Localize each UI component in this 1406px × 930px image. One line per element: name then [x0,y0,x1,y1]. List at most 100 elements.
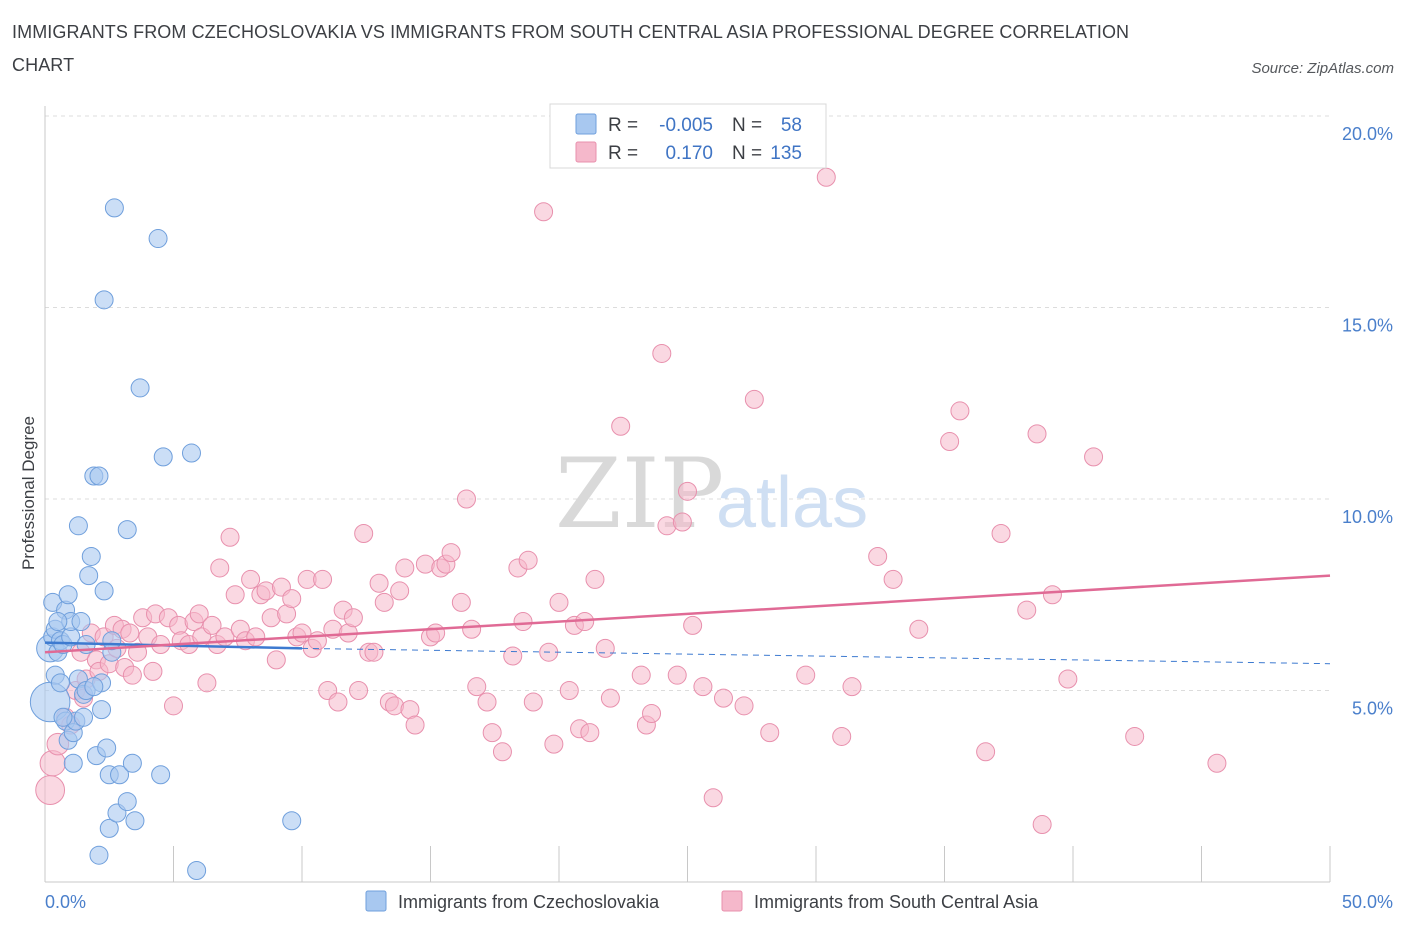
pink-point-121 [760,723,780,743]
bottom-legend: Immigrants from Czechoslovakia Immigrant… [365,890,1039,912]
pink-point-83 [456,489,476,509]
pink-point-93 [523,692,543,712]
pink-point-69 [374,592,394,612]
pink-point-139 [909,619,929,639]
x-tick-labels: 0.0% 50.0% [45,892,1393,912]
pink-point-86 [477,692,497,712]
pink-point-125 [940,432,960,452]
pink-point-39 [220,527,240,547]
legend-n-label-pink: N = [732,143,762,164]
blue-point-8 [50,673,70,693]
pink-point-88 [492,742,512,762]
pink-point-82 [451,592,471,612]
blue-point-26 [81,546,101,566]
pink-point-112 [667,665,687,685]
pink-point-135 [1207,753,1227,773]
blue-point-52 [187,861,207,881]
pink-point-104 [595,638,615,658]
pink-point-137 [796,665,816,685]
x-tick-label-1: 50.0% [1342,892,1393,912]
legend-n-value-blue: 58 [781,115,802,136]
legend-n-label-blue: N = [732,115,762,136]
blue-point-44 [117,792,137,812]
pink-point-119 [734,696,754,716]
pink-point-78 [426,623,446,643]
legend-n-value-pink: 135 [770,143,802,164]
blue-point-45 [122,753,142,773]
pink-point-67 [364,642,384,662]
legend-r-value-pink: 0.170 [665,143,713,164]
legend-box: R = -0.005 N = 58 R = 0.170 N = 135 [549,103,827,169]
y-tick-label-0: 5.0% [1352,699,1393,719]
x-tick-label-0: 0.0% [45,892,86,912]
legend-swatch-pink [575,141,597,163]
y-tick-labels: 5.0% 10.0% 15.0% 20.0% [1342,124,1393,719]
y-axis-label: Professional Degree [19,416,38,570]
pink-point-103 [585,569,605,589]
pink-point-110 [652,343,672,363]
bottom-legend-swatch-pink [721,890,743,912]
pink-point-96 [544,734,564,754]
pink-point-32 [189,604,209,624]
blue-point-30 [89,466,109,486]
pink-point-0 [35,775,66,805]
grid-lines [45,115,1330,691]
axes [44,106,1331,883]
pink-point-107 [631,665,651,685]
pink-point-123 [842,677,862,697]
blue-point-32 [92,700,112,720]
pink-point-132 [1042,585,1062,605]
pink-point-87 [482,723,502,743]
blue-point-51 [181,443,201,463]
pink-point-37 [210,558,230,578]
blue-point-29 [89,845,109,865]
pink-point-48 [266,650,286,670]
blue-point-36 [99,818,119,838]
watermark-zip: ZIP [555,438,724,550]
pink-point-138 [883,569,903,589]
pink-point-64 [349,681,369,700]
chart-title: IMMIGRANTS FROM CZECHOSLOVAKIA VS IMMIGR… [12,22,1130,75]
pink-point-130 [1032,815,1052,835]
y-tick-label-1: 10.0% [1342,507,1393,527]
legend-swatch-blue [575,113,597,135]
pink-point-129 [1017,600,1037,620]
pink-point-19 [122,665,142,685]
blue-point-25 [79,566,99,586]
blue-point-16 [63,753,83,773]
pink-point-85 [467,677,487,697]
pink-point-106 [611,416,631,436]
blue-point-50 [153,447,173,467]
blue-point-55 [53,707,73,727]
pink-point-122 [832,726,852,746]
pink-point-133 [1084,447,1104,467]
blue-point-47 [130,378,150,398]
pink-point-57 [313,569,333,589]
watermark-atlas: atlas [716,463,868,543]
blue-point-54 [48,612,68,632]
pink-point-18 [120,623,140,643]
trend-lines [44,574,1331,665]
pink-point-35 [202,615,222,635]
blue-point-12 [58,585,78,605]
legend-r-label-blue: R = [608,115,638,136]
pink-point-81 [441,543,461,563]
pink-point-115 [683,615,703,635]
blue-point-43 [117,520,137,540]
pink-point-65 [354,523,374,543]
blue-point-40 [104,198,124,218]
pink-point-75 [405,715,425,735]
bottom-legend-label-pink: Immigrants from South Central Asia [754,892,1039,912]
blue-point-48 [148,229,168,249]
source-label: Source: ZipAtlas.com [1251,60,1394,77]
pink-point-117 [703,788,723,808]
pink-point-134 [1125,726,1145,746]
pink-point-97 [549,592,569,612]
pink-point-113 [672,512,692,532]
pink-point-124 [868,546,888,566]
pink-point-73 [395,558,415,578]
pink-point-120 [744,389,764,409]
pink-point-127 [976,742,996,762]
pink-point-44 [246,627,266,647]
pink-point-98 [559,681,579,700]
